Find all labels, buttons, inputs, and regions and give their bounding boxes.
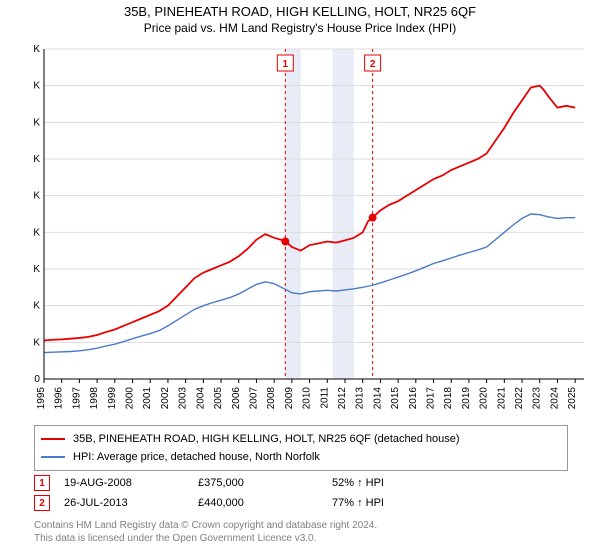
marker-row-2: 2 26-JUL-2013 £440,000 77% ↑ HPI	[34, 493, 554, 513]
legend-swatch-price	[41, 438, 65, 440]
svg-text:2006: 2006	[231, 387, 242, 410]
svg-text:2018: 2018	[443, 387, 454, 410]
svg-text:2004: 2004	[195, 387, 206, 410]
chart-svg: £0 £100K £200K £300K £400K £500K £600K £700K £80…	[34, 39, 594, 419]
chart-plot: £0 £100K £200K £300K £400K £500K £600K £700K £80…	[34, 39, 594, 419]
svg-text:2022: 2022	[514, 387, 525, 410]
svg-text:1999: 1999	[107, 387, 118, 410]
svg-text:2015: 2015	[390, 387, 401, 410]
svg-text:2012: 2012	[337, 387, 348, 410]
legend: 35B, PINEHEATH ROAD, HIGH KELLING, HOLT,…	[34, 425, 568, 471]
marker-table: 1 19-AUG-2008 £375,000 52% ↑ HPI 2 26-JU…	[34, 473, 554, 513]
svg-text:£0: £0	[34, 374, 40, 385]
chart-subtitle: Price paid vs. HM Land Registry's House …	[0, 19, 600, 39]
svg-text:2020: 2020	[479, 387, 490, 410]
svg-text:2021: 2021	[496, 387, 507, 410]
marker-box-1: 1	[34, 475, 50, 491]
chart-title: 35B, PINEHEATH ROAD, HIGH KELLING, HOLT,…	[0, 0, 600, 19]
marker-row-1: 1 19-AUG-2008 £375,000 52% ↑ HPI	[34, 473, 554, 493]
svg-text:£900K: £900K	[34, 44, 40, 55]
svg-text:£500K: £500K	[34, 191, 40, 202]
marker-date-1: 19-AUG-2008	[64, 477, 184, 489]
legend-swatch-hpi	[41, 456, 65, 458]
svg-text:£400K: £400K	[34, 227, 40, 238]
marker-box-2: 2	[34, 495, 50, 511]
svg-text:2017: 2017	[426, 387, 437, 410]
legend-label-hpi: HPI: Average price, detached house, Nort…	[73, 451, 320, 463]
svg-text:2005: 2005	[213, 387, 224, 410]
marker-pct-2: 77% ↑ HPI	[332, 497, 452, 509]
svg-text:2009: 2009	[284, 387, 295, 410]
svg-text:£100K: £100K	[34, 337, 40, 348]
svg-text:£800K: £800K	[34, 81, 40, 92]
chart-container: 35B, PINEHEATH ROAD, HIGH KELLING, HOLT,…	[0, 0, 600, 560]
svg-text:2011: 2011	[319, 387, 330, 409]
svg-text:£200K: £200K	[34, 301, 40, 312]
legend-label-price: 35B, PINEHEATH ROAD, HIGH KELLING, HOLT,…	[73, 433, 460, 445]
legend-row-hpi: HPI: Average price, detached house, Nort…	[41, 448, 561, 466]
svg-text:2003: 2003	[178, 387, 189, 410]
svg-text:2008: 2008	[266, 387, 277, 410]
svg-text:2007: 2007	[248, 387, 259, 410]
svg-text:2025: 2025	[567, 387, 578, 410]
marker-price-1: £375,000	[198, 477, 318, 489]
svg-text:1998: 1998	[89, 387, 100, 410]
svg-text:2001: 2001	[142, 387, 153, 410]
svg-text:1996: 1996	[54, 387, 65, 410]
svg-text:£600K: £600K	[34, 154, 40, 165]
svg-text:1995: 1995	[36, 387, 47, 410]
svg-text:2: 2	[370, 59, 376, 70]
marker-pct-1: 52% ↑ HPI	[332, 477, 452, 489]
footer: Contains HM Land Registry data © Crown c…	[34, 519, 554, 545]
svg-text:2024: 2024	[549, 387, 560, 410]
svg-text:2019: 2019	[461, 387, 472, 410]
svg-text:2014: 2014	[372, 387, 383, 410]
svg-text:2013: 2013	[355, 387, 366, 410]
footer-line-1: Contains HM Land Registry data © Crown c…	[34, 519, 554, 532]
svg-text:£300K: £300K	[34, 264, 40, 275]
svg-text:2002: 2002	[160, 387, 171, 410]
marker-date-2: 26-JUL-2013	[64, 497, 184, 509]
svg-text:2016: 2016	[408, 387, 419, 410]
svg-text:1997: 1997	[71, 387, 82, 410]
svg-text:2000: 2000	[125, 387, 136, 410]
svg-text:2023: 2023	[532, 387, 543, 410]
legend-row-price: 35B, PINEHEATH ROAD, HIGH KELLING, HOLT,…	[41, 430, 561, 448]
svg-text:£700K: £700K	[34, 117, 40, 128]
svg-text:1: 1	[283, 59, 289, 70]
marker-price-2: £440,000	[198, 497, 318, 509]
svg-text:2010: 2010	[302, 387, 313, 410]
footer-line-2: This data is licensed under the Open Gov…	[34, 532, 554, 545]
